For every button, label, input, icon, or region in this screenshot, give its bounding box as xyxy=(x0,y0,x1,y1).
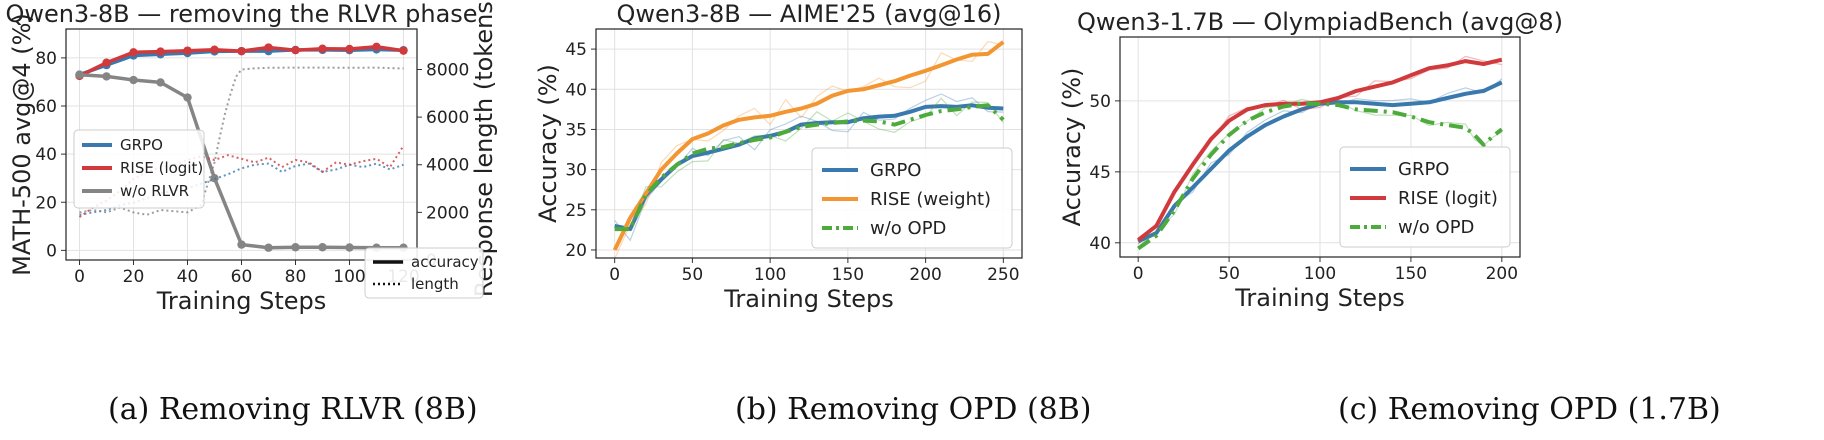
x-tick-label: 100 xyxy=(754,265,786,285)
chart-title: Qwen3-8B — removing the RLVR phase xyxy=(5,0,477,28)
data-point xyxy=(291,243,300,252)
data-point xyxy=(156,78,165,87)
legend-label: GRPO xyxy=(120,136,163,154)
x-axis-label: Training Steps xyxy=(156,287,326,315)
data-point xyxy=(102,58,111,67)
data-point xyxy=(183,93,192,102)
x-tick-label: 50 xyxy=(682,265,704,285)
plot-frame xyxy=(595,28,1023,259)
legend-label: w/o RLVR xyxy=(120,182,189,200)
legend-label: w/o OPD xyxy=(870,218,946,239)
data-point xyxy=(345,44,354,54)
y-tick-label: 20 xyxy=(35,193,57,213)
y-tick-label: 60 xyxy=(35,97,57,117)
x-tick-label: 200 xyxy=(909,265,941,285)
legend-label: RISE (logit) xyxy=(1398,188,1498,209)
x-axis-label: Training Steps xyxy=(1234,284,1404,312)
data-point xyxy=(183,46,192,55)
x-tick-label: 150 xyxy=(1395,264,1427,284)
chart-2: 0 50 100 150 200 250 20 25 30 35 40 45 Qwen3-8B — AI… xyxy=(534,0,1023,313)
x-tick-label: 0 xyxy=(74,267,85,287)
x-axis-label: Training Steps xyxy=(723,285,893,313)
x-tick-label: 0 xyxy=(609,265,620,285)
chart-1: 0204060801001200204060800200040006000800… xyxy=(5,0,498,315)
data-point xyxy=(237,240,246,249)
chart-title: Qwen3-1.7B — OlympiadBench (avg@8) xyxy=(1077,8,1563,36)
y-tick-label: 40 xyxy=(1089,234,1111,254)
data-point xyxy=(264,243,273,252)
y-right-tick-label: 6000 xyxy=(426,108,469,128)
series-line xyxy=(612,40,1005,251)
data-point xyxy=(264,43,273,52)
data-point xyxy=(102,72,111,81)
data-point xyxy=(129,75,138,85)
data-point xyxy=(372,42,381,52)
series-line xyxy=(79,66,404,216)
x-tick-label: 0 xyxy=(1133,264,1144,284)
caption-b: (b) Removing OPD (8B) xyxy=(735,392,1092,427)
x-tick-label: 50 xyxy=(1218,264,1240,284)
plot-frame xyxy=(1119,36,1521,258)
data-point xyxy=(318,243,327,252)
data-point xyxy=(129,48,138,57)
style-legend-label: accuracy xyxy=(411,253,479,271)
y-right-tick-label: 8000 xyxy=(426,60,469,80)
legend-box xyxy=(811,147,1013,249)
data-point xyxy=(345,243,354,252)
y-tick-label: 80 xyxy=(35,49,57,69)
x-tick-label: 20 xyxy=(123,267,145,287)
caption-c: (c) Removing OPD (1.7B) xyxy=(1338,392,1721,427)
data-point xyxy=(399,46,408,55)
data-point xyxy=(237,46,246,56)
chart-3: 0 50 100 150 200 40 45 50 Qwen3-1.7B — OlympiadB… xyxy=(1058,8,1563,312)
x-tick-label: 40 xyxy=(177,267,199,287)
y-tick-label: 35 xyxy=(565,120,587,140)
x-tick-label: 100 xyxy=(333,267,365,287)
series-raw-line xyxy=(614,97,1004,231)
data-point xyxy=(210,45,219,54)
series-raw-line xyxy=(1137,98,1503,248)
legend-label: w/o OPD xyxy=(1398,217,1474,238)
y-right-tick-label: 2000 xyxy=(426,203,469,223)
y-axis-label: Accuracy (%) xyxy=(534,64,562,223)
x-tick-label: 150 xyxy=(832,265,864,285)
x-tick-label: 250 xyxy=(987,265,1019,285)
y-right-tick-label: 4000 xyxy=(426,156,469,176)
y-tick-label: 30 xyxy=(565,161,587,181)
legend-label: RISE (weight) xyxy=(870,189,991,210)
legend-label: GRPO xyxy=(1398,159,1449,180)
y-tick-label: 40 xyxy=(565,80,587,100)
chart-title: Qwen3-8B — AIME'25 (avg@16) xyxy=(617,0,1002,28)
x-tick-label: 80 xyxy=(285,267,307,287)
data-point xyxy=(156,47,165,56)
x-tick-label: 60 xyxy=(231,267,253,287)
legend-box xyxy=(73,129,205,209)
y-tick-label: 0 xyxy=(46,241,57,261)
data-point xyxy=(318,44,327,53)
legend-label: GRPO xyxy=(870,160,921,181)
data-point xyxy=(291,45,300,55)
y-tick-label: 45 xyxy=(1089,163,1111,183)
x-tick-label: 200 xyxy=(1486,264,1518,284)
y-tick-label: 40 xyxy=(35,145,57,165)
y-tick-label: 25 xyxy=(565,201,587,221)
plot-frame xyxy=(65,28,418,261)
y-axis-label: Accuracy (%) xyxy=(1058,68,1086,227)
y-axis-label: MATH-500 avg@4 (%) xyxy=(8,13,36,276)
series-line xyxy=(614,103,1005,232)
y-tick-label: 20 xyxy=(565,241,587,261)
x-tick-label: 100 xyxy=(1304,264,1336,284)
legend-box xyxy=(1339,146,1511,248)
data-point xyxy=(75,70,84,79)
y-tick-label: 45 xyxy=(565,40,587,60)
caption-a: (a) Removing RLVR (8B) xyxy=(108,392,478,427)
legend-label: RISE (logit) xyxy=(120,159,203,177)
style-legend-label: length xyxy=(411,275,459,293)
series-line xyxy=(1137,101,1504,251)
y-tick-label: 50 xyxy=(1089,92,1111,112)
